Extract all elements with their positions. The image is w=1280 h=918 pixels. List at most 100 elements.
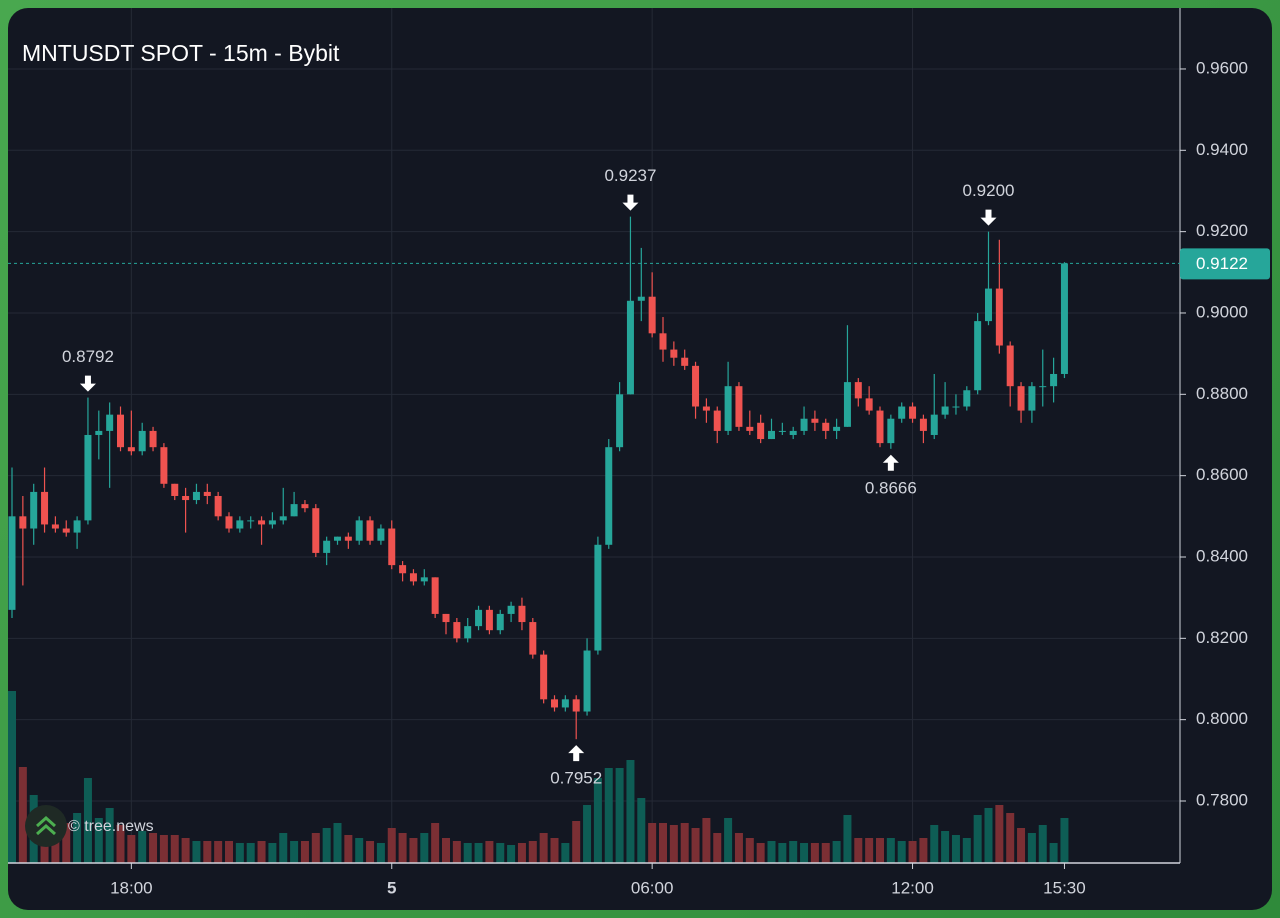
- volume-bar: [105, 808, 114, 863]
- volume-bar: [886, 838, 895, 863]
- candle-body: [952, 406, 960, 408]
- candle-body: [681, 357, 689, 366]
- candle-body: [279, 516, 287, 521]
- candle-body: [496, 613, 504, 631]
- candle-body: [909, 406, 917, 419]
- candle-body: [442, 613, 450, 623]
- volume-bar: [268, 843, 277, 863]
- candle-body: [160, 447, 168, 484]
- volume-bar: [496, 843, 505, 863]
- candle-body: [323, 540, 331, 553]
- volume-bar: [398, 833, 407, 863]
- candle-body: [941, 406, 949, 415]
- watermark: © tree.news: [68, 818, 154, 835]
- candle-body: [431, 577, 439, 614]
- candle-body: [1017, 386, 1025, 411]
- volume-bar: [561, 843, 570, 863]
- candle-body: [594, 544, 602, 651]
- candle-body: [399, 565, 407, 574]
- candle-body: [713, 410, 721, 431]
- candle-body: [95, 430, 103, 435]
- volume-bar: [181, 838, 190, 863]
- candle-body: [377, 528, 385, 541]
- candle-body: [366, 520, 374, 541]
- candle-body: [1006, 345, 1014, 387]
- volume-bar: [680, 823, 689, 863]
- volume-bar: [192, 841, 201, 863]
- volume-bar: [366, 841, 375, 863]
- annotation-label: 0.7952: [550, 769, 602, 788]
- volume-bar: [702, 818, 711, 863]
- volume-bar: [626, 760, 635, 863]
- candle-body: [236, 520, 244, 529]
- candle-body: [768, 430, 775, 440]
- candle-body: [117, 414, 124, 448]
- volume-bar: [387, 828, 396, 863]
- volume-bar: [539, 833, 548, 863]
- volume-bar: [724, 818, 733, 863]
- volume-bar: [528, 841, 537, 863]
- volume-bar: [235, 843, 244, 863]
- candle-body: [616, 394, 624, 448]
- volume-bar: [778, 843, 787, 863]
- volume-bar: [376, 843, 385, 863]
- volume-bar: [51, 835, 60, 863]
- x-tick-label: 18:00: [110, 878, 153, 897]
- candle-body: [507, 605, 515, 614]
- volume-bar: [854, 838, 863, 863]
- y-tick-label: 0.9200: [1196, 221, 1248, 240]
- volume-bar: [865, 838, 874, 863]
- volume-bar: [572, 821, 581, 863]
- volume-bar: [431, 823, 440, 863]
- volume-bar: [669, 825, 678, 863]
- volume-bar: [745, 838, 754, 863]
- candle-body: [561, 699, 569, 708]
- volume-bar: [159, 835, 168, 863]
- volume-bar: [8, 691, 16, 863]
- annotation-label: 0.9237: [604, 166, 656, 185]
- candle-body: [898, 406, 906, 419]
- volume-bar: [203, 841, 212, 863]
- volume-bar: [420, 833, 429, 863]
- annotation-label: 0.8666: [865, 478, 917, 497]
- candle-body: [572, 699, 580, 712]
- volume-bar: [659, 823, 667, 863]
- candle-body: [919, 418, 927, 431]
- candle-body: [648, 296, 656, 334]
- candle-body: [464, 626, 472, 639]
- chart-background: [8, 8, 1272, 910]
- y-tick-label: 0.9000: [1196, 302, 1248, 321]
- volume-bar: [225, 841, 233, 863]
- candle-body: [702, 406, 710, 411]
- volume-bar: [507, 845, 516, 863]
- volume-bar: [789, 841, 798, 863]
- candle-body: [757, 422, 765, 440]
- candle-body: [41, 491, 49, 525]
- candle-body: [735, 386, 743, 427]
- volume-bar: [355, 838, 364, 863]
- volume-bar: [517, 843, 526, 863]
- volume-bar: [311, 833, 320, 863]
- candle-body: [355, 520, 363, 541]
- volume-bar: [1049, 843, 1058, 863]
- volume-bar: [615, 768, 624, 863]
- volume-bar: [246, 843, 255, 863]
- candle-body: [605, 447, 613, 545]
- y-tick-label: 0.7800: [1196, 790, 1248, 809]
- candle-body: [203, 491, 211, 496]
- volume-bar: [344, 835, 353, 863]
- candle-body: [171, 483, 179, 496]
- candle-body: [854, 382, 862, 399]
- volume-bar: [73, 813, 82, 863]
- volume-bar: [333, 823, 342, 863]
- volume-bar: [300, 841, 309, 863]
- candle-body: [876, 410, 884, 444]
- volume-bar: [810, 843, 819, 863]
- candle-body: [1050, 373, 1058, 387]
- volume-bar: [908, 841, 917, 863]
- volume-bar: [832, 841, 841, 863]
- candle-body: [62, 528, 70, 533]
- annotation-label: 0.9200: [963, 181, 1015, 200]
- annotation-arrow: [980, 209, 997, 226]
- volume-bar: [94, 818, 103, 863]
